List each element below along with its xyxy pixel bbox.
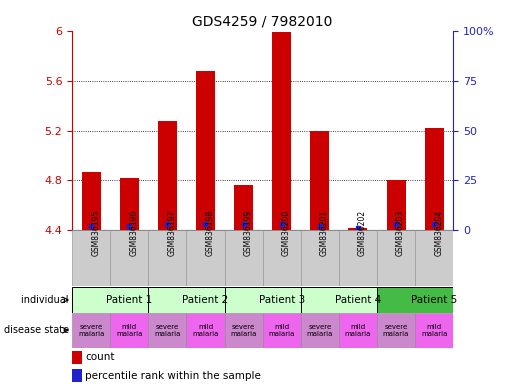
Bar — [186, 230, 225, 286]
Bar — [272, 32, 291, 230]
Bar — [263, 313, 301, 348]
Bar — [301, 230, 339, 286]
Text: individual: individual — [22, 295, 72, 305]
Text: GSM836201: GSM836201 — [320, 210, 329, 256]
Text: severe
malaria: severe malaria — [154, 324, 181, 337]
Bar — [110, 230, 148, 286]
Text: GSM836200: GSM836200 — [282, 210, 290, 256]
Bar — [186, 313, 225, 348]
Bar — [263, 230, 301, 286]
Text: GSM836198: GSM836198 — [205, 210, 214, 256]
Text: mild
malaria: mild malaria — [421, 324, 448, 337]
Bar — [148, 313, 186, 348]
Bar — [225, 313, 263, 348]
Bar — [196, 71, 215, 230]
Text: Patient 1: Patient 1 — [106, 295, 152, 305]
Bar — [301, 287, 377, 313]
Bar — [72, 313, 110, 348]
Bar — [72, 351, 82, 364]
Text: mild
malaria: mild malaria — [192, 324, 219, 337]
Text: severe
malaria: severe malaria — [78, 324, 105, 337]
Text: severe
malaria: severe malaria — [230, 324, 257, 337]
Bar — [424, 128, 443, 230]
Bar — [119, 178, 139, 230]
Bar — [415, 230, 453, 286]
Bar — [158, 121, 177, 230]
Bar — [225, 287, 301, 313]
Text: count: count — [85, 353, 115, 362]
Text: GSM836195: GSM836195 — [91, 210, 100, 256]
Text: Patient 5: Patient 5 — [411, 295, 457, 305]
Bar — [148, 287, 225, 313]
Bar — [377, 313, 415, 348]
Bar — [234, 185, 253, 230]
Text: mild
malaria: mild malaria — [268, 324, 295, 337]
Bar — [72, 230, 110, 286]
Bar — [301, 313, 339, 348]
Text: severe
malaria: severe malaria — [306, 324, 333, 337]
Text: GSM836196: GSM836196 — [129, 210, 138, 256]
Text: disease state: disease state — [4, 325, 72, 335]
Bar — [377, 287, 453, 313]
Bar — [310, 131, 330, 230]
Title: GDS4259 / 7982010: GDS4259 / 7982010 — [193, 14, 333, 28]
Text: GSM836199: GSM836199 — [244, 210, 252, 256]
Text: mild
malaria: mild malaria — [116, 324, 143, 337]
Bar — [339, 313, 377, 348]
Text: severe
malaria: severe malaria — [383, 324, 409, 337]
Bar — [81, 172, 100, 230]
Bar — [148, 230, 186, 286]
Bar — [377, 230, 415, 286]
Bar — [386, 180, 405, 230]
Text: percentile rank within the sample: percentile rank within the sample — [85, 371, 261, 381]
Bar — [110, 313, 148, 348]
Text: GSM836197: GSM836197 — [167, 210, 176, 256]
Bar — [225, 230, 263, 286]
Text: GSM836204: GSM836204 — [434, 210, 443, 256]
Text: GSM836203: GSM836203 — [396, 210, 405, 256]
Text: mild
malaria: mild malaria — [345, 324, 371, 337]
Text: Patient 3: Patient 3 — [259, 295, 305, 305]
Bar — [415, 313, 453, 348]
Text: GSM836202: GSM836202 — [358, 210, 367, 256]
Text: Patient 4: Patient 4 — [335, 295, 381, 305]
Bar — [72, 287, 148, 313]
Text: Patient 2: Patient 2 — [182, 295, 229, 305]
Bar — [339, 230, 377, 286]
Bar — [72, 369, 82, 382]
Bar — [348, 228, 367, 230]
